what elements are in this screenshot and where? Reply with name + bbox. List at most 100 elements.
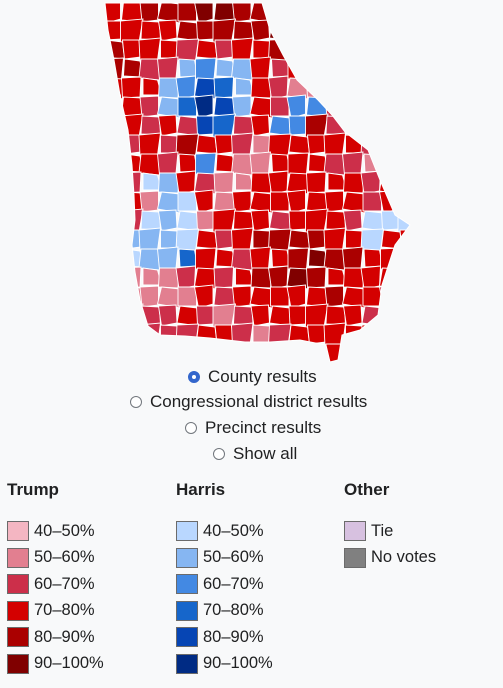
legend-label: 60–70% [34, 574, 95, 593]
option-label: Congressional district results [150, 392, 368, 411]
legend-swatch [7, 521, 29, 542]
county [342, 246, 364, 271]
legend-swatch [7, 627, 29, 648]
county [178, 153, 199, 173]
county [288, 134, 311, 155]
county [195, 57, 217, 80]
county [341, 191, 366, 214]
county [342, 209, 363, 232]
county [196, 210, 216, 231]
county [268, 115, 292, 137]
county [232, 285, 252, 308]
county [213, 171, 234, 194]
county [175, 75, 196, 100]
county [286, 189, 306, 214]
county [157, 114, 178, 137]
county [139, 285, 159, 308]
county [158, 172, 180, 194]
county [213, 266, 234, 289]
county [177, 96, 197, 117]
option-label: County results [208, 367, 317, 386]
legend-title-harris: Harris [176, 480, 226, 499]
county [250, 19, 270, 42]
county [175, 170, 196, 195]
county [213, 76, 234, 99]
county [324, 285, 344, 308]
county [250, 114, 270, 137]
county [286, 284, 306, 309]
radio-county-results[interactable] [188, 371, 200, 383]
county [307, 229, 327, 250]
legend-item: 80–90% [176, 624, 273, 651]
county [139, 3, 159, 23]
legend-swatch [176, 574, 198, 595]
county [138, 132, 162, 157]
option-precinct-results[interactable]: Precinct results [185, 418, 321, 438]
county [193, 94, 214, 119]
legend-label: 60–70% [203, 574, 264, 593]
county [288, 305, 308, 326]
county [250, 267, 272, 289]
radio-precinct-results[interactable] [185, 422, 197, 434]
radio-show-all[interactable] [213, 448, 225, 460]
county [233, 115, 254, 136]
county [286, 94, 306, 119]
option-county-results[interactable]: County results [188, 367, 317, 387]
county [177, 191, 197, 212]
county [249, 56, 271, 81]
legend-swatch [7, 653, 29, 674]
county [193, 3, 214, 24]
legend-item: 50–60% [176, 545, 273, 572]
county [196, 20, 216, 41]
county [121, 76, 142, 99]
legend-label: 70–80% [34, 601, 95, 620]
county [140, 115, 161, 136]
county [288, 115, 308, 136]
legend-swatch [7, 574, 29, 595]
county [157, 19, 178, 42]
option-congressional-district-results[interactable]: Congressional district results [130, 392, 367, 412]
option-label: Show all [233, 444, 298, 463]
county [287, 247, 309, 270]
county [214, 229, 234, 250]
legend-swatch [176, 521, 198, 542]
county [176, 305, 199, 327]
legend-swatch [176, 547, 198, 568]
legend-label: 90–100% [34, 654, 104, 673]
option-label: Precinct results [205, 418, 322, 437]
county [214, 134, 234, 155]
county [193, 189, 214, 214]
county [268, 228, 292, 252]
county [231, 37, 254, 62]
county [140, 210, 161, 231]
county [360, 228, 385, 252]
county [362, 191, 382, 212]
county [267, 75, 289, 100]
legend-item: 90–100% [176, 651, 273, 678]
county [270, 96, 290, 117]
county [307, 134, 327, 155]
county [268, 305, 292, 327]
county [288, 229, 311, 250]
county [178, 58, 199, 78]
county [250, 77, 272, 99]
radio-congressional-district-results[interactable] [130, 396, 142, 408]
county [268, 210, 292, 232]
legend-item: 50–60% [7, 545, 104, 572]
county [232, 3, 252, 23]
county [231, 132, 254, 157]
legend-label: 90–100% [203, 654, 273, 673]
legend-swatch [176, 600, 198, 621]
legend-label: 80–90% [34, 627, 95, 646]
county [271, 248, 291, 268]
county [249, 191, 273, 214]
county [250, 172, 272, 194]
county [212, 208, 237, 233]
county [122, 39, 142, 60]
county [307, 324, 327, 345]
county [249, 151, 271, 176]
option-show-all[interactable]: Show all [213, 444, 297, 464]
county [360, 265, 381, 290]
county [288, 210, 308, 231]
county [175, 228, 200, 252]
